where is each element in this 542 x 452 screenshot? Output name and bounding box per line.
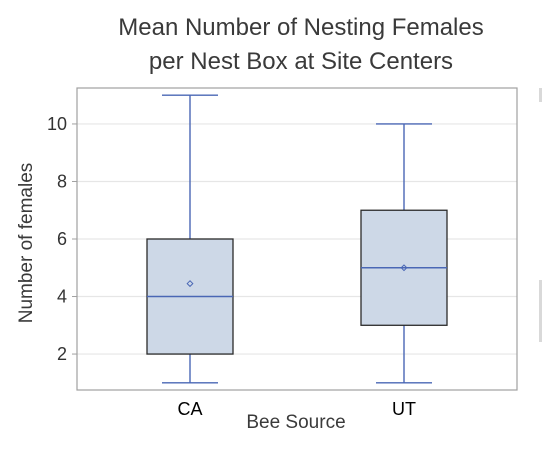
x-axis-categories: CA UT [177, 399, 416, 419]
edge-mark-upper [539, 88, 542, 102]
box-ca [146, 94, 234, 384]
chart-title-line-1: Mean Number of Nesting Females [118, 14, 483, 41]
box-ut [360, 123, 448, 384]
y-tick-label-8: 8 [57, 171, 67, 191]
x-category-label-ca: CA [177, 399, 202, 419]
edge-mark-lower [539, 280, 542, 342]
chart-title-line-2: per Nest Box at Site Centers [149, 48, 453, 75]
grid-lines [77, 123, 517, 355]
mean-marker-ca [186, 280, 194, 288]
y-tick-label-6: 6 [57, 229, 67, 249]
mean-marker-ut [400, 264, 408, 272]
y-axis-label: Number of females [16, 163, 37, 324]
y-tick-label-2: 2 [57, 344, 67, 364]
y-tick-label-10: 10 [47, 114, 67, 134]
x-category-label-ut: UT [392, 399, 416, 419]
y-tick-label-4: 4 [57, 287, 67, 307]
x-axis-label: Bee Source [246, 412, 345, 433]
y-axis-ticks: 2 4 6 8 10 [47, 114, 77, 364]
boxes [146, 94, 448, 384]
